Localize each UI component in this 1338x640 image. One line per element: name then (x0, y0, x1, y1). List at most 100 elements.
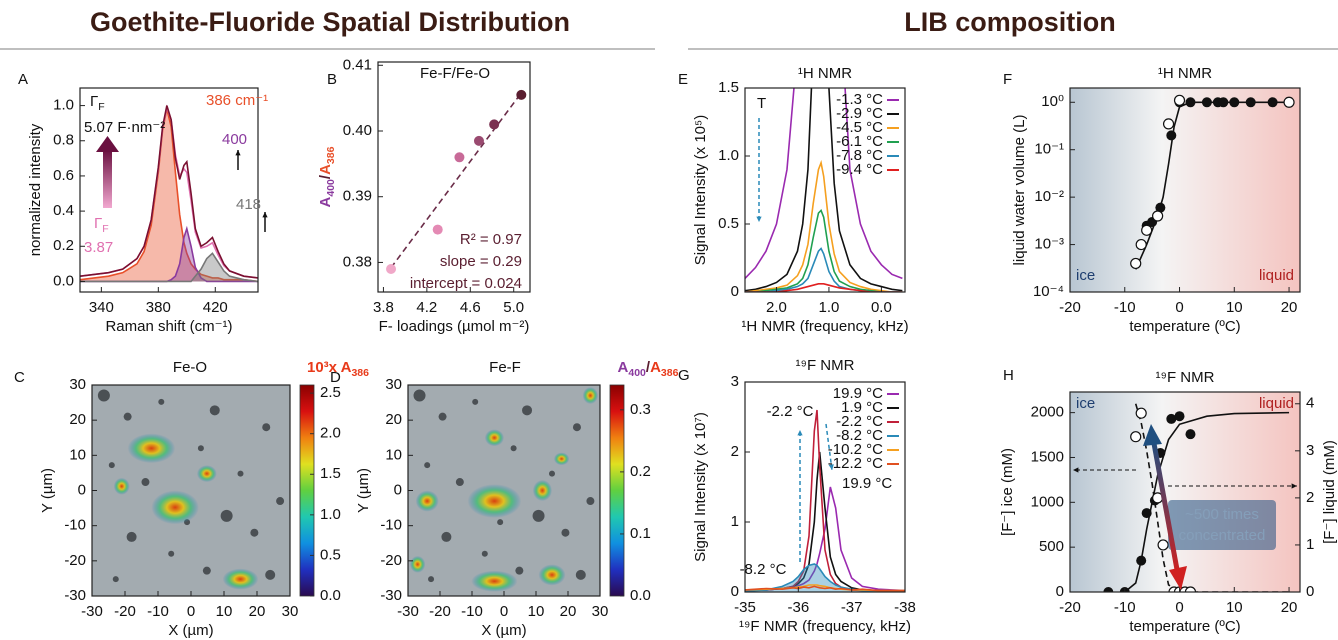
legend-label: -6.1 °C (836, 133, 883, 150)
annotation: ΓF (94, 215, 109, 235)
x-tick-label: 0 (1175, 599, 1183, 616)
data-point (1135, 407, 1147, 419)
panel-title: ¹⁹F NMR (796, 357, 855, 374)
x-tick-label: 4.2 (416, 299, 437, 316)
concentration-arrow-head (1143, 424, 1162, 446)
annotation-part: 3.87 (84, 239, 113, 256)
data-point (1267, 97, 1278, 108)
data-point (1130, 257, 1142, 270)
line (745, 208, 903, 292)
data-point (1184, 586, 1197, 592)
shift-arrow-head (262, 212, 268, 218)
legend-label: -2.9 °C (836, 105, 883, 122)
y-tick-label: -20 (380, 552, 402, 569)
y-tick-label: 1.0 (718, 147, 739, 164)
y-tick-label: -30 (380, 587, 402, 604)
line (390, 92, 522, 269)
annotation: 400 (222, 131, 247, 148)
particle (497, 519, 504, 526)
shift-arrow-head (828, 464, 834, 470)
annotation-part: ice (1076, 395, 1095, 412)
x-tick-label: 10 (1226, 599, 1243, 616)
x-tick-label: 20 (1281, 299, 1298, 316)
axes-frame (377, 61, 531, 293)
panel-title: ¹⁹F NMR (1156, 369, 1215, 386)
data-point (489, 119, 500, 130)
line (745, 88, 903, 280)
particle (441, 531, 452, 542)
x-tick-label: 3.8 (373, 299, 394, 316)
heat-blob (409, 555, 426, 573)
y-axis-label: liquid water volume (L) (1011, 115, 1028, 266)
line (745, 159, 903, 292)
data-point (1174, 411, 1185, 422)
legend-label: -8.2 °C (836, 427, 883, 444)
data-point (1152, 210, 1164, 222)
section-title: Goethite-Fluoride Spatial Distribution (90, 7, 570, 37)
particle (561, 528, 570, 537)
colorbar-tick-label: 1.5 (320, 465, 341, 482)
annotation: R² = 0.97 (460, 231, 522, 248)
line (80, 252, 258, 283)
y-tick-label: 30 (69, 376, 86, 393)
heat-blob (582, 387, 599, 404)
data-point (1173, 94, 1186, 106)
data-point (1201, 97, 1212, 108)
x-tick-label: -20 (1059, 299, 1081, 316)
x-tick-label: 10 (216, 603, 233, 620)
particle (202, 566, 211, 575)
data-point (516, 89, 527, 100)
y-axis-label: Y (µm) (355, 468, 372, 513)
y-tick-label: 0.8 (53, 132, 74, 149)
annotation-part: T (757, 95, 766, 112)
colorbar-label-part: / (646, 359, 651, 376)
x-axis-label: temperature (ºC) (1129, 618, 1240, 635)
heat-blob (127, 433, 176, 464)
x-tick-label: -20 (114, 603, 136, 620)
area (80, 253, 258, 282)
plot-area (408, 385, 600, 596)
x-axis-label: temperature (ºC) (1129, 318, 1240, 335)
panel-title: Fe-F/Fe-O (420, 65, 490, 82)
colorbar-label-part: 10³x A (307, 359, 352, 376)
heat-blob (538, 564, 566, 586)
plot-area (745, 409, 905, 592)
x-tick-label: -10 (147, 603, 169, 620)
particle (141, 478, 150, 487)
y-tick-label: 0.41 (343, 56, 372, 73)
particle (262, 423, 271, 432)
x-axis-label: X (µm) (168, 622, 213, 639)
annotation-part: 386 cm⁻¹ (206, 92, 268, 109)
particle (572, 423, 581, 432)
y2-tick-label: 1 (1306, 536, 1314, 553)
y-axis-label: A400/A386 (317, 146, 337, 207)
y-axis-label-part: 400 (325, 179, 337, 197)
panel-letter: D (330, 369, 341, 386)
y-axis-label: Signal Intensity (x 10⁷) (692, 412, 709, 562)
y2-tick-label: 2 (1306, 489, 1314, 506)
data-point (473, 135, 484, 146)
y-tick-label: -20 (64, 552, 86, 569)
legend-label: -7.8 °C (836, 147, 883, 164)
y-tick-label: 10⁻³ (1034, 236, 1064, 253)
colorbar-label-part: A (618, 359, 629, 376)
x-tick-label: -36 (787, 599, 809, 616)
annotation: intercept = 0.024 (410, 275, 522, 292)
y-axis-label: Signal Intensity (x 10⁵) (692, 115, 709, 265)
data-point (1141, 508, 1152, 519)
heat-blob (471, 570, 518, 592)
y-tick-label: 20 (69, 411, 86, 428)
y-tick-label: 20 (385, 411, 402, 428)
y-axis-label: Y (µm) (39, 468, 56, 513)
x-tick-label: 420 (203, 299, 228, 316)
colorbar-tick-label: 0.2 (630, 463, 651, 480)
y2-axis-label: [F⁻] liquid (mM) (1321, 440, 1338, 544)
y-tick-label: 10⁻⁴ (1033, 283, 1064, 300)
colorbar-label-part: 386 (661, 367, 679, 379)
y-tick-label: -30 (64, 587, 86, 604)
plot-area (1130, 94, 1295, 270)
x-tick-label: -10 (461, 603, 483, 620)
colorbar-tick-label: 2.0 (320, 425, 341, 442)
particle (158, 398, 165, 405)
particle (428, 576, 435, 583)
